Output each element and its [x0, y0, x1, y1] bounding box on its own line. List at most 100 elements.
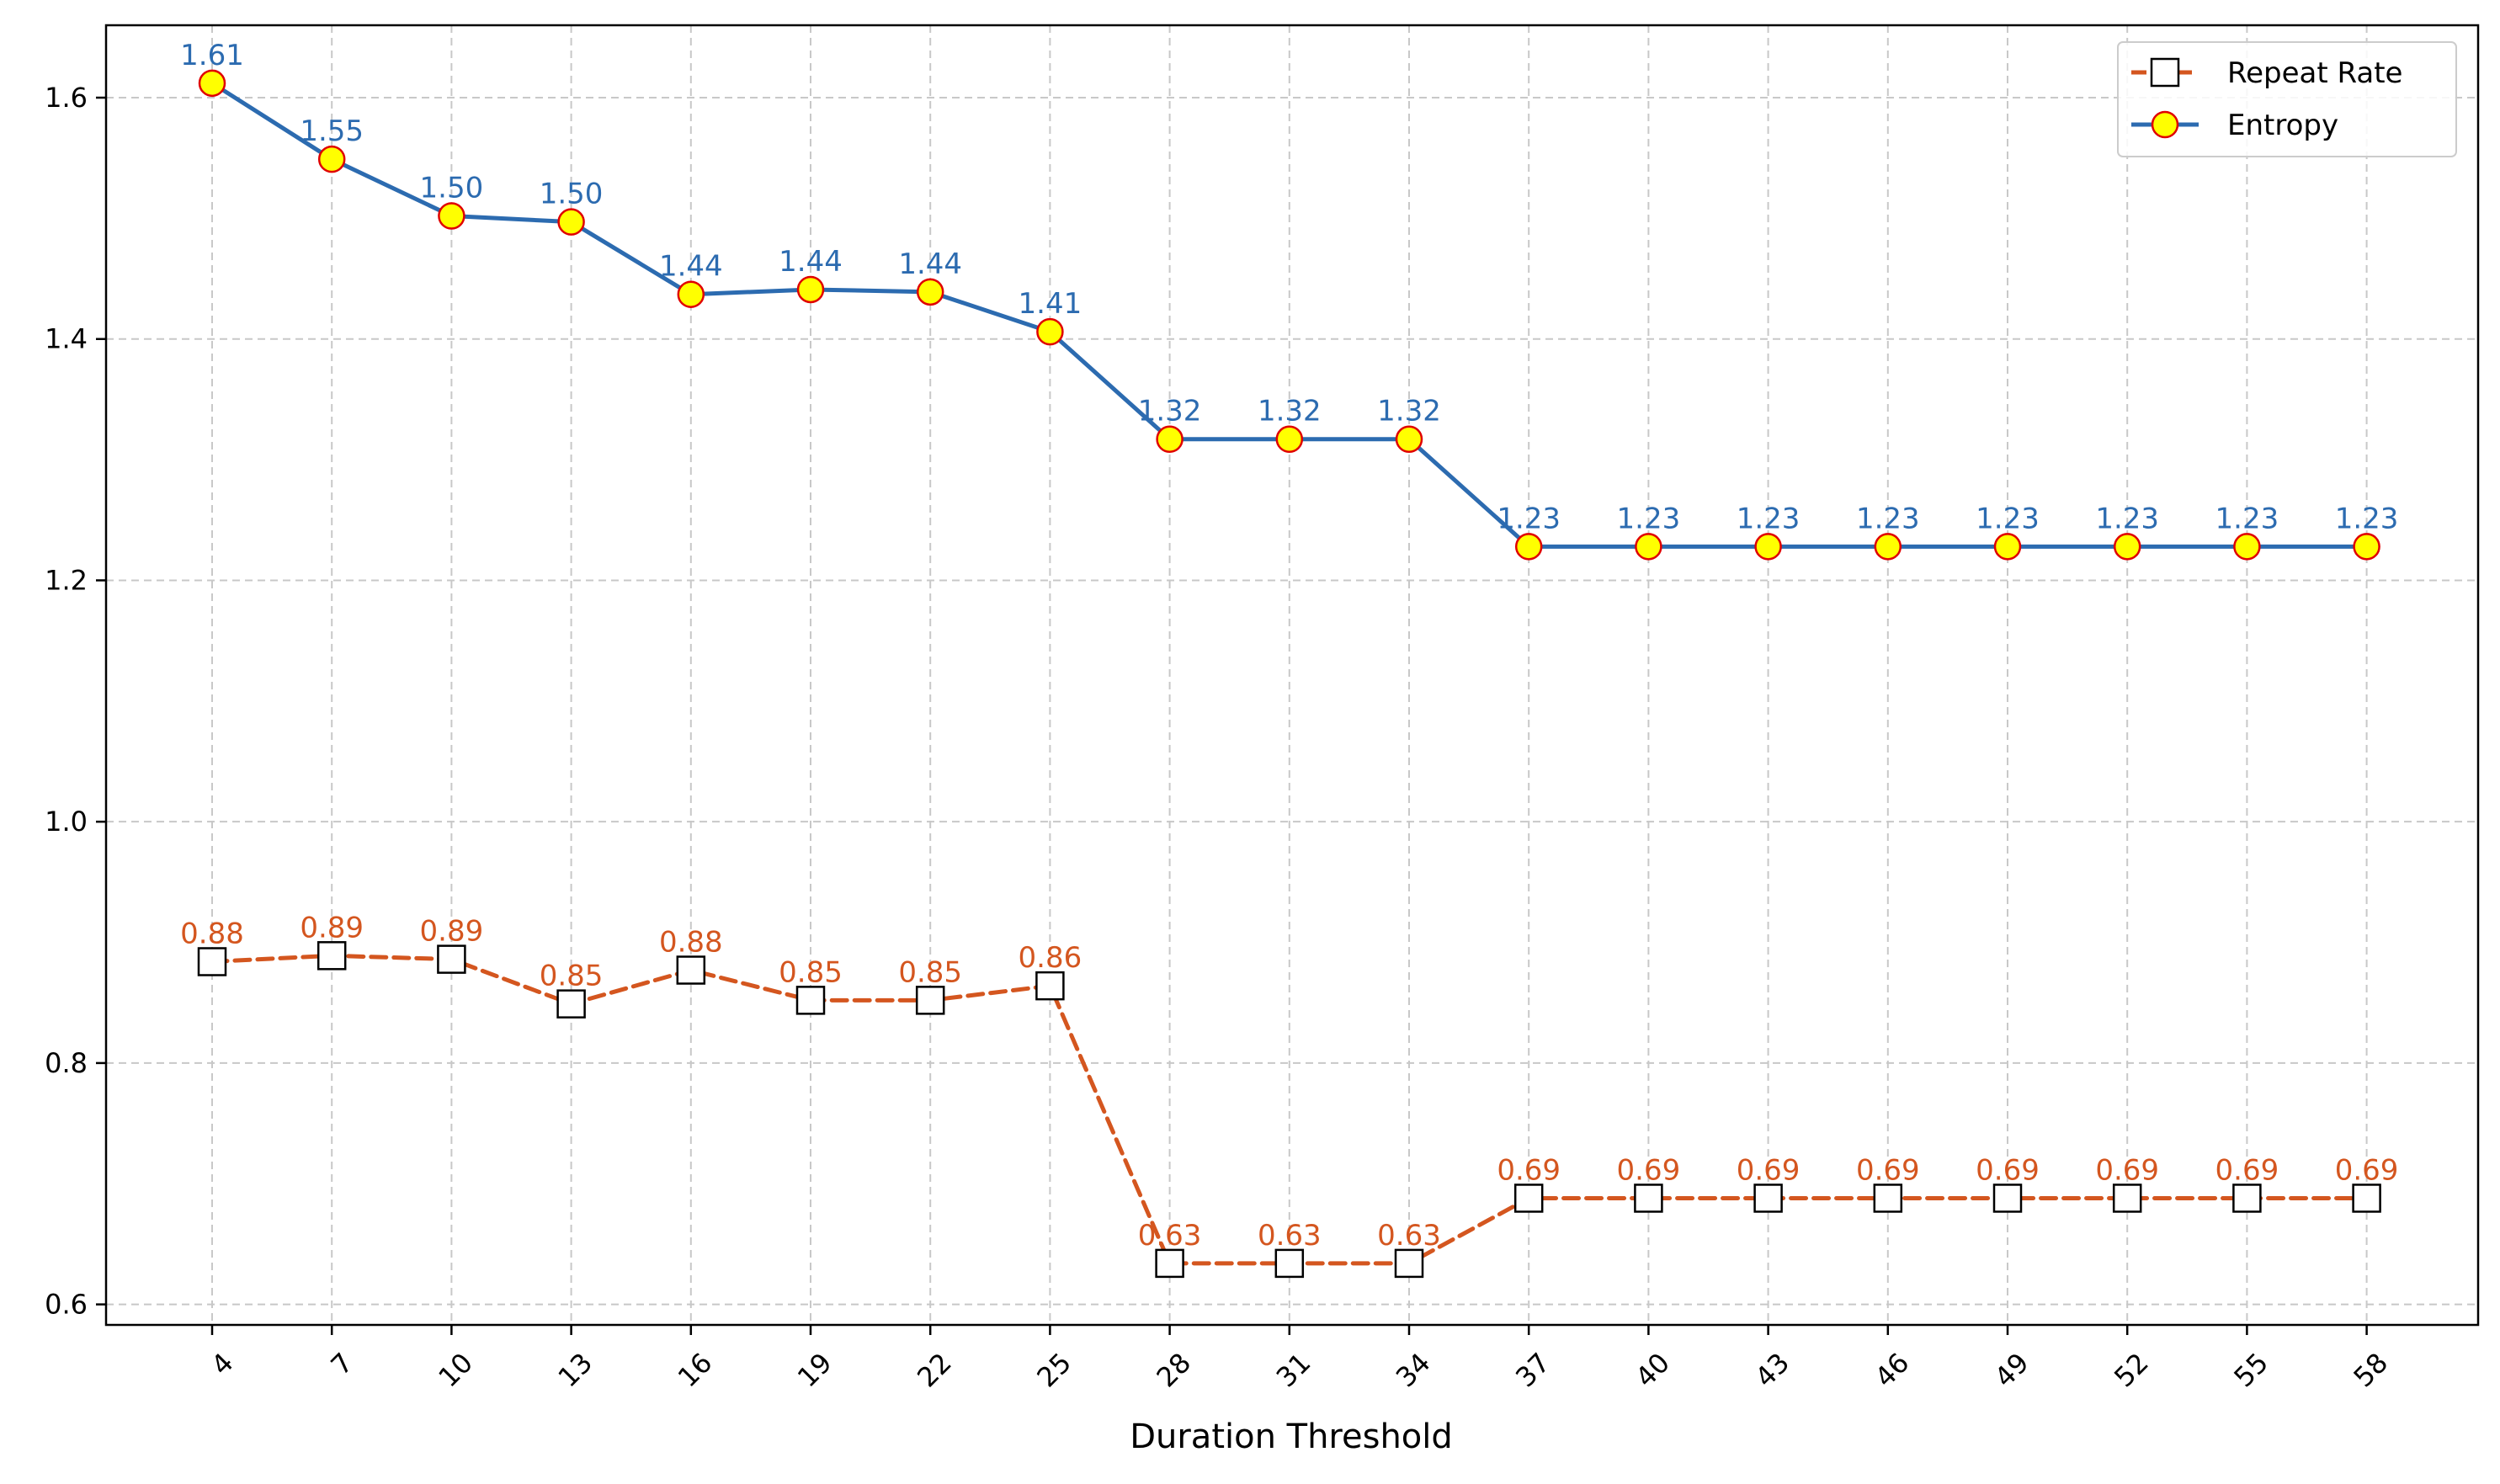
legend-entropy-marker — [2151, 110, 2179, 139]
entropy-data-label: 1.32 — [1258, 395, 1322, 428]
y-tick-label: 0.8 — [45, 1047, 88, 1079]
x-tick-label: 37 — [1509, 1347, 1556, 1394]
x-tick-label: 40 — [1629, 1347, 1676, 1394]
repeat-rate-point — [676, 955, 706, 985]
entropy-data-label: 1.44 — [659, 250, 723, 284]
repeat-rate-data-label: 0.69 — [1976, 1153, 2040, 1187]
x-tick-label: 22 — [911, 1347, 958, 1394]
repeat-rate-point — [437, 944, 466, 974]
entropy-point — [796, 275, 825, 304]
x-tick-label: 52 — [2108, 1347, 2155, 1394]
y-tick-label: 1.4 — [45, 323, 88, 355]
repeat-rate-point — [2352, 1183, 2381, 1213]
x-tick-label: 49 — [1988, 1347, 2035, 1394]
entropy-data-label: 1.23 — [2335, 502, 2399, 535]
repeat-rate-data-label: 0.86 — [1019, 941, 1082, 975]
repeat-rate-point — [197, 947, 227, 976]
entropy-data-label: 1.23 — [2095, 502, 2159, 535]
entropy-data-label: 1.32 — [1377, 395, 1441, 428]
x-tick-label: 13 — [552, 1347, 599, 1394]
x-tick-label: 16 — [672, 1347, 719, 1394]
entropy-point — [916, 278, 944, 306]
series — [197, 69, 2381, 1279]
repeat-rate-data-label: 0.85 — [779, 955, 843, 989]
repeat-rate-point — [915, 986, 945, 1015]
entropy-data-label: 1.32 — [1138, 395, 1202, 428]
repeat-rate-data-label: 0.63 — [1377, 1219, 1441, 1253]
repeat-rate-point — [1394, 1248, 1424, 1279]
entropy-point — [2113, 533, 2141, 561]
y-tick-label: 1.2 — [45, 564, 88, 596]
entropy-data-label: 1.23 — [2215, 502, 2279, 535]
entropy-data-label: 1.23 — [1617, 502, 1681, 535]
entropy-point — [1514, 533, 1543, 561]
entropy-point — [1993, 533, 2022, 561]
x-tick-label: 7 — [325, 1347, 359, 1381]
repeat-rate-data-label: 0.63 — [1258, 1219, 1322, 1253]
x-tick-label: 10 — [432, 1347, 479, 1394]
entropy-point — [1156, 425, 1184, 453]
x-tick-label: 31 — [1270, 1347, 1317, 1394]
entropy-data-label: 1.55 — [300, 114, 364, 148]
repeat-rate-data-label: 0.69 — [2335, 1153, 2399, 1187]
repeat-rate-point — [1155, 1248, 1184, 1279]
repeat-rate-point — [1873, 1183, 1903, 1213]
repeat-rate-data-label: 0.69 — [1497, 1153, 1561, 1187]
repeat-rate-data-label: 0.69 — [1737, 1153, 1801, 1187]
x-tick-label: 4 — [205, 1347, 239, 1381]
x-tick-label: 55 — [2227, 1347, 2274, 1394]
data-labels: 0.88 0.89 0.89 0.85 0.88 0.85 0.85 0.86 0.63 0.63… — [180, 39, 2398, 1253]
entropy-point — [2353, 533, 2380, 561]
entropy-data-label: 1.23 — [1856, 502, 1920, 535]
repeat-rate-point — [1035, 971, 1065, 1001]
entropy-point — [438, 202, 465, 230]
entropy-point — [2233, 533, 2261, 561]
legend-repeat-rate-marker — [2150, 57, 2180, 88]
y-tick-label: 1.6 — [45, 82, 88, 114]
x-axis-label: Duration Threshold — [1130, 1418, 1453, 1456]
entropy-point — [557, 208, 585, 236]
grid — [106, 25, 2478, 1325]
entropy-point — [1395, 425, 1423, 453]
entropy-point — [1275, 425, 1304, 453]
x-tick-label: 46 — [1869, 1347, 1916, 1394]
entropy-data-label: 1.23 — [1976, 502, 2040, 535]
repeat-rate-point — [2112, 1183, 2142, 1213]
entropy-data-label: 1.44 — [898, 247, 962, 281]
entropy-data-label: 1.50 — [420, 172, 484, 205]
entropy-data-label: 1.23 — [1497, 502, 1561, 535]
repeat-rate-data-label: 0.88 — [180, 917, 244, 950]
repeat-rate-point — [795, 986, 826, 1015]
repeat-rate-data-label: 0.88 — [659, 926, 723, 960]
repeat-rate-data-label: 0.69 — [1617, 1153, 1681, 1187]
legend: Repeat Rate Entropy — [2117, 41, 2457, 157]
entropy-point — [1036, 317, 1064, 346]
repeat-rate-point — [1274, 1248, 1305, 1279]
repeat-rate-point — [1753, 1183, 1783, 1213]
repeat-rate-point — [1992, 1183, 2023, 1213]
x-tick-label: 34 — [1390, 1347, 1437, 1394]
y-tick-label: 0.6 — [45, 1289, 88, 1321]
x-tick-label: 43 — [1749, 1347, 1796, 1394]
plot-frame — [104, 24, 2480, 1327]
repeat-rate-data-label: 0.89 — [420, 915, 484, 949]
entropy-data-label: 1.44 — [779, 245, 843, 279]
repeat-rate-point — [316, 941, 347, 971]
y-tick-label: 1.0 — [45, 806, 88, 838]
entropy-data-label: 1.41 — [1019, 287, 1082, 321]
repeat-rate-data-label: 0.85 — [898, 955, 962, 989]
repeat-rate-data-label: 0.69 — [2095, 1153, 2159, 1187]
repeat-rate-data-label: 0.69 — [2215, 1153, 2279, 1187]
entropy-data-label: 1.61 — [180, 39, 244, 72]
repeat-rate-data-label: 0.63 — [1138, 1219, 1202, 1253]
x-tick-label: 25 — [1030, 1347, 1077, 1394]
legend-entropy-label: Entropy — [2227, 109, 2338, 142]
repeat-rate-point — [556, 989, 586, 1019]
legend-repeat-rate-label: Repeat Rate — [2227, 56, 2402, 90]
repeat-rate-data-label: 0.85 — [540, 960, 604, 993]
repeat-rate-point — [1513, 1183, 1544, 1213]
entropy-point — [1754, 533, 1782, 561]
entropy-point — [198, 69, 226, 98]
